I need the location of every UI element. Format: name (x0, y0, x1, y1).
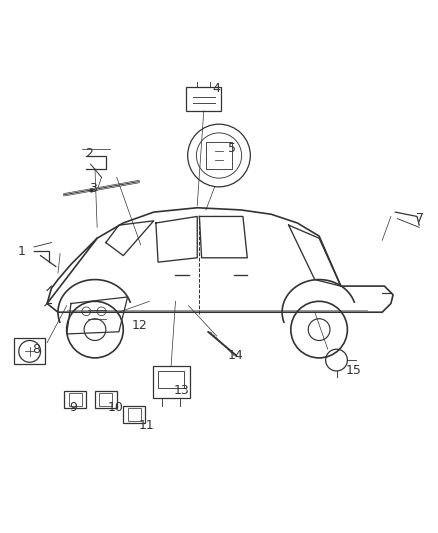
Bar (64, 391, 86, 408)
Text: 10: 10 (108, 401, 124, 415)
Text: 5: 5 (228, 142, 236, 156)
Text: 12: 12 (132, 319, 148, 332)
Bar (14, 338, 45, 365)
Bar (123, 406, 145, 423)
Bar (99, 393, 113, 406)
Text: 7: 7 (416, 212, 424, 225)
Text: 9: 9 (70, 401, 78, 415)
Text: 4: 4 (212, 82, 220, 94)
Text: 15: 15 (345, 365, 361, 377)
Text: 3: 3 (89, 182, 97, 195)
Text: 2: 2 (85, 147, 93, 160)
Bar (127, 408, 141, 421)
Bar (206, 142, 232, 168)
Text: 1: 1 (18, 245, 25, 258)
Bar (152, 366, 190, 398)
Text: 11: 11 (138, 419, 154, 432)
Bar (186, 87, 221, 111)
Text: 14: 14 (228, 349, 244, 362)
Bar (158, 371, 184, 389)
Text: 8: 8 (32, 343, 41, 356)
Text: 13: 13 (173, 384, 189, 397)
Bar (69, 393, 82, 406)
Bar (95, 391, 117, 408)
